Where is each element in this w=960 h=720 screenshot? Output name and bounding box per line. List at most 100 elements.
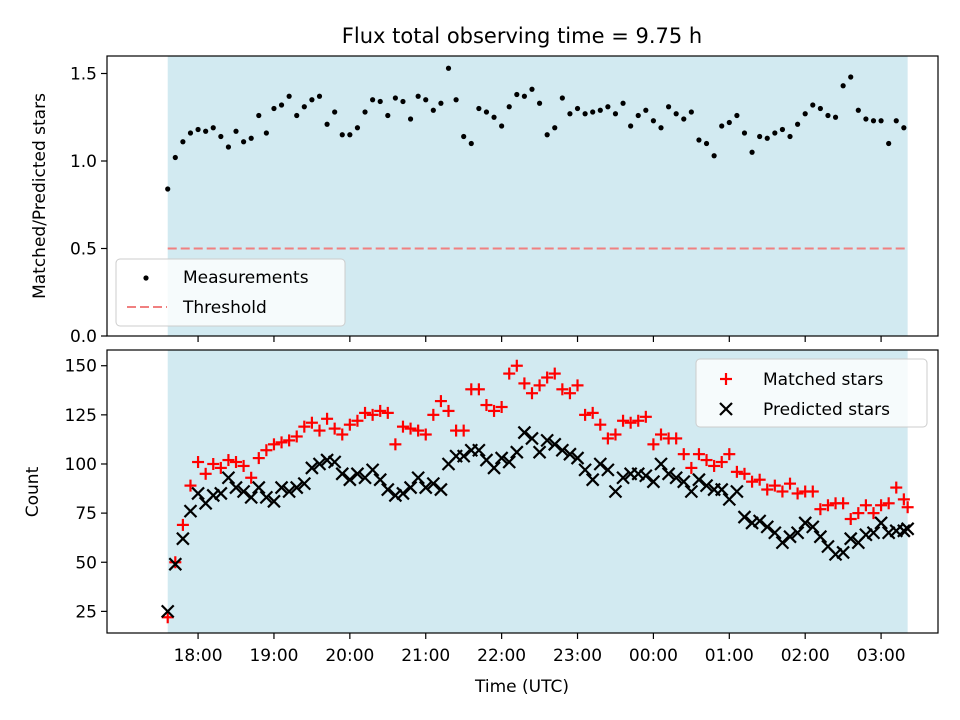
count-legend: Matched stars Predicted stars [695, 358, 928, 428]
predicted-star-point [874, 516, 888, 530]
measurement-point [256, 112, 262, 119]
matched-star-point [601, 432, 614, 445]
predicted-star-points [160, 425, 915, 619]
predicted-star-point [426, 476, 441, 491]
measurement-point [521, 93, 527, 99]
matched-star-point [503, 367, 516, 380]
matched-star-point [746, 475, 759, 488]
predicted-star-point [434, 482, 448, 497]
predicted-star-point [768, 525, 782, 540]
matched-star-point [791, 487, 804, 500]
x-tick-label: 00:00 [629, 646, 678, 666]
matched-star-point [298, 420, 311, 433]
predicted-star-point [183, 504, 198, 518]
matched-star-point [290, 430, 303, 443]
predicted-star-point [843, 531, 858, 546]
measurement-point [278, 102, 285, 108]
measurement-point [779, 126, 786, 133]
measurement-point [643, 107, 649, 113]
measurement-point [673, 111, 679, 117]
x-tick-label: 23:00 [553, 646, 602, 666]
x-tick-label: 20:00 [325, 646, 374, 666]
predicted-star-point [555, 443, 570, 458]
matched-star-point [670, 432, 683, 445]
predicted-star-point [343, 472, 357, 487]
predicted-star-point [669, 470, 683, 485]
predicted-star-point [373, 472, 387, 487]
predicted-star-point [244, 490, 258, 505]
measurement-point [810, 102, 816, 108]
matched-star-point [518, 377, 531, 390]
predicted-star-point [494, 451, 509, 465]
matched-star-point [169, 556, 182, 569]
predicted-star-point [752, 514, 767, 528]
predicted-star-point [525, 431, 539, 446]
measurement-point [590, 109, 596, 115]
matched-star-point [184, 479, 197, 492]
measurement-point [567, 111, 573, 117]
matched-star-point [556, 383, 569, 396]
measurement-point [719, 123, 725, 129]
predicted-star-point [160, 604, 175, 619]
predicted-star-point [267, 494, 281, 509]
measurement-point [461, 133, 467, 140]
matched-star-point [336, 428, 349, 441]
predicted-star-point [259, 490, 274, 505]
measurement-point [301, 104, 307, 110]
measurement-point [248, 135, 254, 141]
predicted-star-point [191, 486, 205, 501]
matched-star-point [867, 507, 880, 520]
ratio-y-tick-label: 0.5 [70, 240, 97, 260]
measurement-point [203, 128, 209, 134]
measurement-point [370, 97, 376, 103]
measurement-point [612, 111, 619, 117]
measurement-point [339, 132, 345, 138]
predicted-star-point [456, 449, 471, 463]
ratio-y-axis-label: Matched/Predicted stars [30, 93, 50, 299]
predicted-star-point [661, 467, 676, 481]
predicted-star-point [403, 480, 418, 495]
matched-star-point [784, 477, 797, 490]
matched-star-point [214, 461, 227, 474]
count-x-ticks: 18:00 19:00 20:00 21:00 22:00 23:00 00:00 01:00… [174, 633, 906, 666]
predicted-star-point [540, 433, 554, 448]
measurement-point [316, 93, 323, 99]
measurement-point [476, 105, 482, 112]
measurement-point [620, 100, 626, 106]
predicted-star-point [168, 557, 183, 571]
matched-star-point [776, 485, 789, 498]
matched-star-point [305, 416, 318, 429]
measurement-point [529, 86, 535, 92]
matched-star-point [723, 448, 736, 461]
legend-predicted-marker [719, 402, 733, 416]
count-y-axis-label: Count [23, 466, 43, 517]
matched-star-point [192, 456, 205, 469]
predicted-star-point [570, 451, 585, 465]
measurement-point [294, 112, 300, 119]
matched-star-point [655, 428, 667, 441]
predicted-star-point [714, 482, 729, 497]
measurement-point [438, 100, 444, 106]
measurement-point [878, 118, 884, 124]
predicted-star-point [813, 529, 828, 544]
matched-star-point [806, 485, 819, 498]
matched-star-point [548, 367, 561, 380]
x-tick-label: 03:00 [857, 646, 906, 666]
matched-star-point [715, 456, 728, 469]
measurement-point [172, 154, 178, 161]
matched-star-point [692, 448, 705, 461]
predicted-star-point [418, 480, 433, 495]
measurement-point [574, 105, 581, 112]
measurement-point [696, 137, 702, 143]
measurement-point [483, 109, 490, 115]
measurement-point [400, 98, 406, 105]
predicted-star-point [176, 531, 190, 546]
predicted-star-point [365, 463, 380, 477]
measurement-point [886, 140, 892, 147]
matched-star-point [632, 414, 645, 427]
matched-star-points [161, 359, 914, 624]
measurement-point [605, 104, 611, 110]
measurement-point [324, 121, 330, 127]
matched-star-point [321, 412, 334, 425]
ratio-y-tick-label: 0.0 [70, 327, 97, 347]
